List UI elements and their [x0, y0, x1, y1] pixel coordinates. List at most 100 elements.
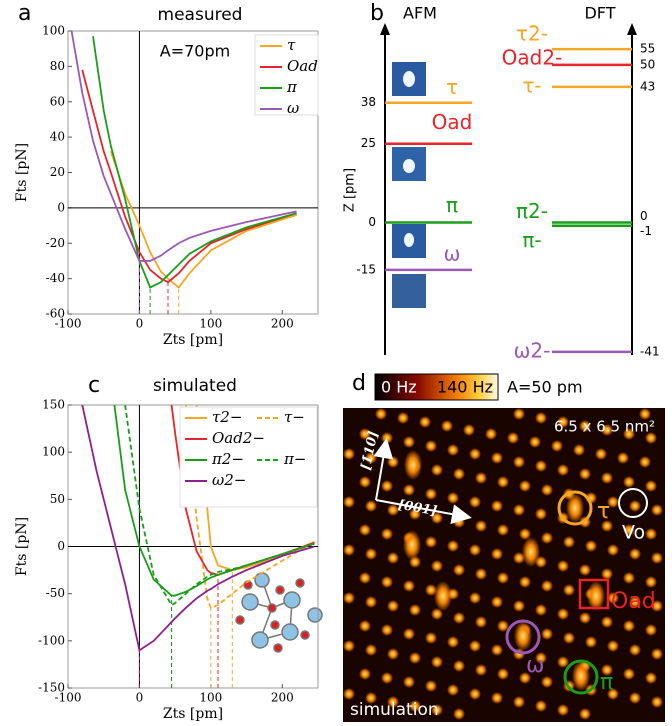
- image-dot: [513, 552, 525, 564]
- image-dot: [579, 708, 591, 720]
- image-dot: [607, 640, 619, 652]
- level-axis-arrow: [380, 23, 390, 35]
- x-tick-label: 100: [199, 691, 222, 705]
- legend-label: τ−: [284, 408, 305, 426]
- dir-label: [001]: [397, 498, 438, 520]
- image-dot: [607, 544, 619, 556]
- image-dot: [403, 628, 415, 640]
- sim-image-dots: [343, 408, 663, 720]
- image-dot: [343, 496, 355, 508]
- level-label: τ2-: [516, 22, 548, 46]
- level-tick-label: -1: [640, 224, 652, 238]
- image-dot: [519, 480, 531, 492]
- marker-label: Oad: [611, 589, 656, 614]
- image-dot: [629, 548, 641, 560]
- image-dot: [397, 412, 409, 424]
- y-tick-label: -60: [46, 307, 65, 321]
- image-dot: [453, 708, 465, 720]
- legend-label: Oad2−: [212, 429, 265, 447]
- panel-d: d 0 Hz 140 Hz A=50 pm 6.5 x 6.5 nm² [1̄1…: [343, 371, 665, 722]
- image-dot: [409, 604, 421, 616]
- legend-label: π: [286, 78, 298, 96]
- image-dot: [387, 696, 399, 708]
- level-tick-label: -15: [356, 262, 376, 276]
- image-dot: [387, 456, 399, 468]
- image-dot: [623, 428, 635, 440]
- image-dot: [607, 592, 619, 604]
- series-line: [92, 36, 297, 289]
- image-dot: [453, 564, 465, 576]
- image-dot: [447, 636, 459, 648]
- series-line: [70, 30, 297, 262]
- image-dot: [431, 560, 443, 572]
- level-tick-label: 38: [361, 95, 376, 109]
- image-dot: [563, 536, 575, 548]
- image-dot: [441, 420, 453, 432]
- image-dot: [491, 644, 503, 656]
- marker-label: τ: [597, 499, 610, 524]
- image-dot: [409, 652, 421, 664]
- image-dot: [431, 608, 443, 620]
- afm-thumb-spot: [404, 233, 414, 247]
- image-dot: [623, 572, 635, 584]
- legend-label: π−: [283, 450, 306, 468]
- marker-square: [578, 578, 610, 610]
- y-tick-label: 20: [50, 165, 65, 179]
- x-axis-label: Zts [pm]: [163, 706, 223, 722]
- image-dot: [601, 520, 613, 532]
- image-dot: [629, 500, 641, 512]
- panel-letter: b: [370, 1, 384, 26]
- image-dot: [343, 448, 355, 460]
- image-dot: [463, 424, 475, 436]
- image-dot: [453, 468, 465, 480]
- dir-arrow: [375, 499, 472, 525]
- level-tick-label: 0: [368, 215, 376, 229]
- image-dot: [359, 620, 371, 632]
- image-dot: [585, 636, 597, 648]
- image-dot: [359, 524, 371, 536]
- image-dot: [409, 700, 421, 712]
- image-dot: [563, 632, 575, 644]
- image-dot: [447, 444, 459, 456]
- image-dot: [629, 692, 641, 704]
- colorbar-min: 0 Hz: [381, 378, 417, 397]
- chart-title: measured: [158, 5, 243, 25]
- image-dot: [535, 412, 547, 424]
- image-dot: [425, 440, 437, 452]
- colorbar-max: 140 Hz: [437, 378, 493, 397]
- image-dot: [617, 452, 629, 464]
- level-label: π-: [522, 228, 541, 252]
- image-dot: [529, 436, 541, 448]
- image-dot: [639, 408, 651, 420]
- image-dot: [475, 616, 487, 628]
- image-dot: [519, 672, 531, 684]
- molecule: [235, 572, 323, 653]
- image-dot: [403, 436, 415, 448]
- image-blob: [566, 493, 584, 523]
- level-tick-label: 50: [640, 57, 655, 71]
- legend-label: ω: [287, 99, 299, 117]
- image-dot: [491, 452, 503, 464]
- level-label: τ-: [522, 73, 541, 97]
- panel-b: b Z [pm] AFM 38 τ 25 Oad 0 π -15 ω DFT 55 τ2- 50 Oad2- 4…: [343, 1, 660, 362]
- x-tick-label: -100: [55, 317, 82, 331]
- image-dot: [645, 576, 657, 588]
- image-dot: [343, 640, 355, 652]
- chart-title: simulated: [153, 376, 237, 396]
- image-size: 6.5 x 6.5 nm²: [554, 418, 655, 436]
- image-dot: [563, 584, 575, 596]
- marker-circle: [563, 659, 599, 695]
- image-dot: [645, 672, 657, 684]
- image-dot: [623, 476, 635, 488]
- x-tick-label: 200: [271, 317, 294, 331]
- image-blob: [572, 661, 590, 691]
- image-dot: [475, 472, 487, 484]
- level-label: τ: [446, 75, 458, 99]
- image-blob: [403, 530, 421, 560]
- image-dot: [425, 680, 437, 692]
- level-label: ω2-: [514, 338, 551, 362]
- image-dot: [475, 664, 487, 676]
- image-dot: [403, 580, 415, 592]
- y-tick-label: 100: [42, 445, 65, 459]
- image-dot: [595, 448, 607, 460]
